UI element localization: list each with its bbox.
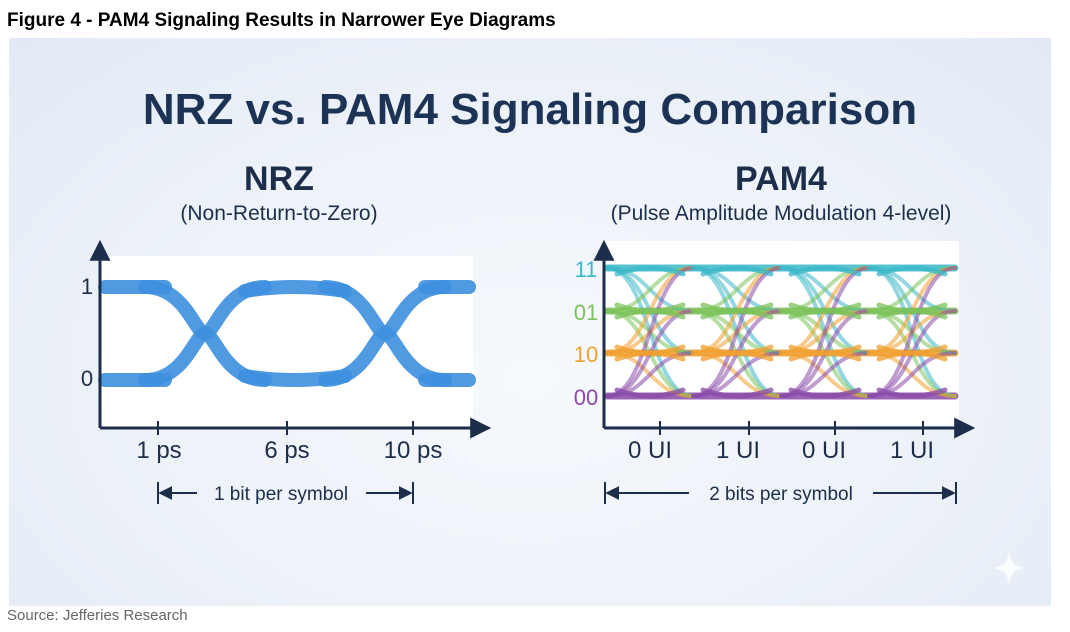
pam4-level-01-label: 01	[574, 300, 598, 325]
source-note: Source: Jefferies Research	[7, 607, 188, 624]
pam4-x-label-2: 1 UI	[716, 437, 760, 464]
figure-title: Figure 4 - PAM4 Signaling Results in Nar…	[7, 10, 556, 32]
nrz-x-label-2: 6 ps	[264, 437, 309, 464]
signaling-diagram: NRZ vs. PAM4 Signaling Comparison NRZ (N…	[9, 38, 1051, 606]
pam4-heading: PAM4	[735, 160, 827, 198]
pam4-subheading: (Pulse Amplitude Modulation 4-level)	[611, 202, 952, 225]
nrz-eye-top-trace	[245, 287, 345, 291]
pam4-level-10-label: 10	[574, 342, 598, 367]
nrz-eye-bottom-trace	[245, 376, 345, 380]
nrz-level-0-label: 0	[81, 366, 93, 391]
pam4-span-label: 2 bits per symbol	[709, 484, 853, 505]
nrz-x-label-1: 1 ps	[136, 437, 181, 464]
diagram-title: NRZ vs. PAM4 Signaling Comparison	[143, 85, 917, 134]
diagram-panel: NRZ vs. PAM4 Signaling Comparison NRZ (N…	[9, 38, 1051, 606]
nrz-x-label-3: 10 ps	[384, 437, 443, 464]
pam4-x-label-4: 1 UI	[890, 437, 934, 464]
sparkle-icon	[991, 550, 1027, 586]
pam4-x-label-1: 0 UI	[628, 437, 672, 464]
pam4-x-label-3: 0 UI	[802, 437, 846, 464]
nrz-subheading: (Non-Return-to-Zero)	[180, 202, 377, 225]
nrz-span-label: 1 bit per symbol	[214, 484, 348, 505]
pam4-level-11-label: 11	[575, 257, 598, 282]
nrz-heading: NRZ	[244, 160, 314, 198]
pam4-level-00-label: 00	[574, 385, 598, 410]
nrz-level-1-label: 1	[81, 274, 93, 299]
